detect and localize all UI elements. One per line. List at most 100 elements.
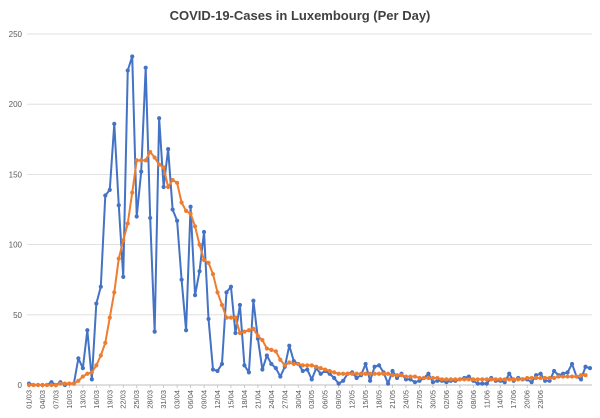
series-1-point: [219, 361, 225, 367]
series-2-point: [376, 371, 382, 376]
series-1-point: [264, 353, 269, 358]
series-2-point: [224, 315, 229, 320]
series-2-point: [502, 377, 507, 382]
y-tick-label: 0: [18, 381, 23, 390]
series-1-point: [412, 380, 418, 385]
x-tick-label: 15/05: [361, 390, 370, 409]
x-tick-label: 03/05: [307, 390, 316, 409]
series-1-point: [89, 377, 94, 382]
series-2-point: [399, 373, 404, 378]
x-tick-label: 02/06: [442, 390, 451, 409]
series-1-point: [152, 329, 157, 334]
series-2-point: [273, 349, 278, 354]
series-1-point: [538, 371, 543, 376]
series-1-point: [121, 274, 126, 279]
series-2-point: [246, 328, 252, 333]
x-tick-labels: 01/03 04/03 07/03 10/03 13/03 16/03 19/03 22/03…: [25, 390, 546, 409]
x-tick-label: 19/03: [105, 390, 114, 409]
x-tick-label: 09/04: [200, 390, 209, 409]
series-1-point: [385, 381, 391, 386]
series-1-point: [179, 277, 184, 282]
series-1-line: [28, 55, 591, 386]
series-2-point: [260, 337, 265, 343]
series-1-point: [192, 293, 198, 298]
series-2-point: [264, 346, 269, 351]
series-2-point: [565, 374, 570, 379]
series-2-point: [345, 371, 350, 376]
series-2-point: [363, 371, 368, 376]
x-tick-label: 22/03: [119, 390, 128, 409]
series-1-point: [143, 65, 148, 70]
series-2-point: [417, 375, 422, 381]
series-2-point: [134, 158, 139, 163]
series-1-point: [363, 361, 368, 367]
series-2-point: [201, 257, 207, 263]
series-2-point: [323, 367, 328, 372]
series-2-point: [547, 375, 552, 381]
x-tick-label: 24/04: [267, 390, 276, 409]
series-1-point: [139, 169, 144, 174]
series-1-point: [116, 203, 121, 208]
series-1-point: [287, 343, 292, 348]
series-1-point: [390, 368, 395, 374]
x-tick-label: 06/05: [321, 390, 330, 409]
series-1-point: [269, 361, 274, 367]
series-1-point: [354, 375, 359, 381]
series-1-point: [134, 214, 139, 219]
series-2-point: [439, 377, 444, 382]
x-tick-label: 18/05: [375, 390, 384, 409]
series-1-point: [480, 381, 485, 386]
y-tick-label: 150: [9, 170, 23, 179]
series-2-point: [242, 329, 247, 334]
series-2-point: [381, 371, 386, 376]
series-2-point: [26, 382, 32, 388]
series-2-point: [435, 375, 440, 381]
series-2-point: [453, 377, 458, 382]
series-1-point: [376, 363, 382, 368]
series-1-point: [210, 367, 216, 372]
y-tick-labels: 0 50 100 150 200 250: [9, 30, 23, 390]
series-1-point: [583, 364, 588, 369]
series-2-point: [188, 211, 193, 216]
series-1-point: [587, 366, 593, 371]
series-2-point: [327, 368, 332, 374]
series-1-point: [215, 368, 220, 374]
series-1-point: [367, 378, 373, 383]
series-2-point: [296, 361, 301, 367]
series-2-point: [489, 377, 494, 382]
x-tick-label: 11/06: [482, 390, 491, 408]
series-2-point: [408, 374, 413, 379]
series-2-point: [341, 371, 346, 376]
series-2-point: [278, 357, 283, 362]
series-2-point: [161, 165, 166, 170]
series-2-point: [480, 377, 485, 382]
series-2-point: [179, 200, 184, 205]
x-tick-label: 13/03: [78, 390, 87, 409]
series-2-point: [67, 381, 72, 386]
series-1-point: [188, 204, 193, 209]
series-1-point: [578, 377, 584, 382]
series-2-point: [336, 371, 341, 376]
series-2-point: [421, 375, 427, 381]
x-tick-label: 16/03: [92, 390, 101, 409]
x-tick-label: 24/05: [401, 390, 410, 409]
series-2-point: [318, 366, 323, 371]
series-2-point: [71, 381, 76, 386]
series-2-point: [44, 382, 50, 388]
series-2-point: [484, 377, 489, 382]
series-2-point: [255, 333, 260, 338]
series-2-point: [197, 242, 202, 247]
series-1-point: [103, 193, 108, 198]
x-tick-label: 15/04: [226, 390, 235, 409]
series-2-point: [457, 377, 462, 382]
series-2-point: [583, 373, 588, 378]
series-2-point: [206, 260, 211, 265]
series-2-point: [516, 377, 521, 382]
x-tick-label: 21/04: [253, 390, 262, 409]
y-tick-label: 250: [9, 30, 23, 39]
series-2-point: [367, 371, 373, 376]
series-2-point: [237, 330, 243, 336]
series-1-point: [273, 366, 278, 371]
x-tick-label: 03/04: [173, 390, 182, 409]
series-1-point: [183, 328, 189, 333]
